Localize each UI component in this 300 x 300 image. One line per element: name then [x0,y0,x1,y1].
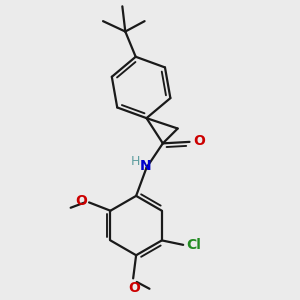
Text: O: O [76,194,88,208]
Text: O: O [129,281,141,295]
Text: N: N [140,159,152,173]
Text: Cl: Cl [186,238,201,252]
Text: H: H [130,155,140,168]
Text: O: O [194,134,205,148]
